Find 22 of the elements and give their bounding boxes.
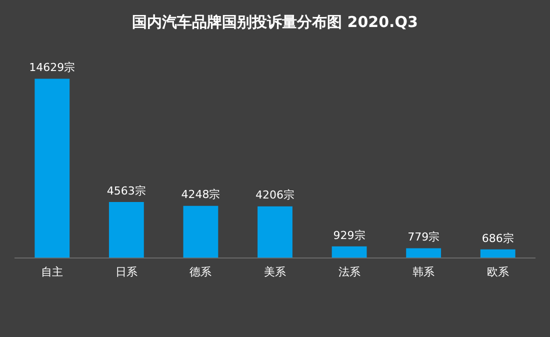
data-label: 929宗 — [333, 228, 366, 242]
bar — [258, 206, 292, 258]
x-tick-label: 法系 — [338, 265, 360, 278]
x-tick-label: 德系 — [190, 265, 212, 278]
data-label: 14629宗 — [29, 61, 76, 74]
data-label: 686宗 — [482, 232, 514, 245]
data-label: 779宗 — [408, 230, 440, 244]
x-tick-label: 日系 — [115, 265, 138, 278]
bar — [108, 202, 144, 258]
bar — [34, 78, 70, 258]
bar — [332, 246, 367, 258]
x-tick-label: 自主 — [41, 265, 64, 278]
data-label: 4563宗 — [106, 184, 146, 198]
x-tick-label: 韩系 — [412, 265, 435, 278]
x-tick-label: 欧系 — [486, 265, 509, 278]
chart-title: 国内汽车品牌国别投诉量分布图 2020.Q3 — [132, 12, 418, 31]
bar — [480, 249, 516, 258]
x-tick-label: 美系 — [264, 265, 286, 278]
data-label: 4206宗 — [256, 188, 294, 202]
bar — [406, 248, 442, 258]
bar — [183, 206, 218, 258]
data-label: 4248宗 — [181, 188, 220, 202]
